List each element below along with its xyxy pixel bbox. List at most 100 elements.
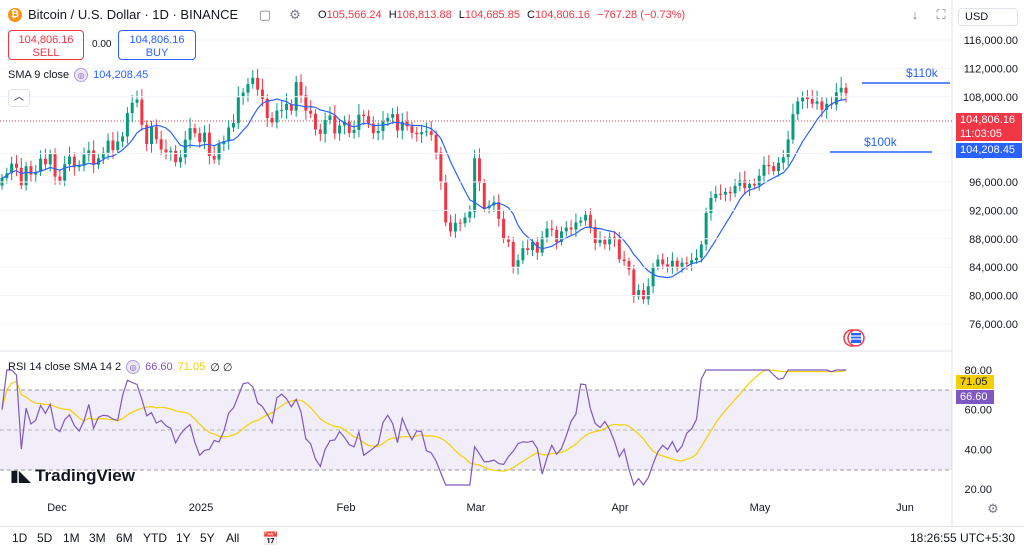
buy-button[interactable]: 104,806.16 BUY — [118, 30, 196, 60]
candle-body — [410, 126, 414, 133]
candle-body — [150, 126, 154, 145]
candle-body — [212, 156, 216, 160]
tradingview-logo[interactable]: ▮◣ TradingView — [10, 466, 135, 486]
candle-body — [685, 262, 689, 264]
open-value: 105,566.24 — [326, 9, 382, 21]
candle-body — [694, 257, 698, 261]
candle-body — [304, 95, 308, 111]
currency-selector[interactable]: USD — [958, 8, 1018, 26]
arrow-down-icon[interactable]: ↓ — [911, 7, 919, 22]
candle-body — [473, 158, 477, 212]
candle-body — [545, 228, 549, 238]
range-button-5d[interactable]: 5D — [37, 531, 53, 545]
sma-legend[interactable]: SMA 9 close ◎ 104,208.45 — [8, 68, 148, 82]
time-tick-label: May — [750, 502, 771, 514]
square-icon[interactable]: ▢ — [258, 7, 272, 22]
low-label: L — [458, 9, 465, 21]
change-value: −767.28 (−0.73%) — [597, 9, 686, 21]
tradingview-logo-icon: ▮◣ — [10, 468, 32, 485]
candle-body — [121, 136, 125, 142]
candle-body — [564, 227, 568, 232]
rsi-legend[interactable]: RSI 14 close SMA 14 2 ◎ 66.60 71.05 ∅ ∅ — [8, 360, 232, 374]
time-tick-label: Jun — [896, 502, 914, 514]
candle-body — [193, 128, 197, 134]
candle-body — [617, 239, 621, 260]
candle-body — [728, 191, 732, 194]
candle-body — [19, 167, 23, 186]
candle-body — [815, 101, 819, 104]
candle-body — [299, 82, 303, 96]
candle-body — [661, 259, 665, 265]
candle-body — [376, 130, 380, 134]
range-button-3m[interactable]: 3M — [89, 531, 106, 545]
sma-line — [1, 98, 847, 279]
candle-body — [222, 141, 226, 145]
annotation-110k-label[interactable]: $110k — [906, 66, 938, 80]
chart-settings-icon[interactable]: ⚙ — [987, 501, 999, 516]
sma-price-tag: 104,208.45 — [956, 143, 1022, 158]
rsi-tag: 66.60 — [956, 390, 994, 404]
time-axis[interactable]: Dec 2025 Feb Mar Apr May Jun — [47, 502, 914, 514]
candle-body — [391, 114, 395, 118]
candle-body — [241, 92, 245, 98]
candle-body — [579, 220, 583, 223]
candle-body — [781, 157, 785, 163]
candle-body — [482, 182, 486, 209]
indicator-settings-icon[interactable]: ◎ — [74, 68, 89, 82]
candle-body — [58, 176, 62, 181]
range-button-6m[interactable]: 6M — [116, 531, 133, 545]
candle-body — [569, 227, 573, 230]
price-tick-label: 112,000.00 — [964, 63, 1018, 75]
fullscreen-icon[interactable]: ⛶ — [936, 7, 946, 22]
candle-body — [159, 139, 163, 150]
range-button-5y[interactable]: 5Y — [200, 531, 215, 545]
candle-body — [386, 117, 390, 122]
rsi-axis[interactable]: 80.00 60.00 40.00 20.00 — [964, 365, 992, 496]
range-button-1y[interactable]: 1Y — [176, 531, 191, 545]
candle-body — [670, 260, 674, 267]
calendar-icon[interactable]: 📅 — [262, 531, 280, 546]
collapse-legend-button[interactable]: ︿ — [8, 89, 30, 107]
time-tick-label: Feb — [337, 502, 356, 514]
candle-body — [627, 261, 631, 270]
candle-body — [203, 132, 207, 143]
rsi-legend-label: RSI 14 close SMA 14 2 — [8, 361, 122, 373]
candle-body — [275, 110, 279, 123]
range-button-1m[interactable]: 1M — [63, 531, 80, 545]
candle-body — [453, 222, 457, 232]
last-price-tag: 104,806.16 11:03:05 — [956, 113, 1022, 141]
economic-events-icon[interactable] — [842, 328, 866, 348]
candle-body — [10, 163, 14, 174]
candle-body — [675, 260, 679, 268]
sell-button[interactable]: 104,806.16 SELL — [8, 30, 84, 60]
candle-body — [270, 118, 274, 123]
candle-body — [265, 98, 269, 119]
candle-body — [506, 239, 510, 242]
candle-body — [743, 180, 747, 188]
tradingview-logo-text: TradingView — [35, 466, 135, 485]
candle-body — [690, 260, 694, 264]
annotation-100k-label[interactable]: $100k — [864, 135, 897, 149]
clock[interactable]: 18:26:55 UTC+5:30 — [910, 531, 1016, 545]
candle-body — [285, 103, 289, 110]
candle-body — [656, 259, 660, 267]
candle-body — [839, 87, 843, 93]
candle-body — [24, 166, 28, 186]
candle-body — [338, 125, 342, 134]
symbol-header[interactable]: ₿ Bitcoin / U.S. Dollar · 1D · BINANCE — [8, 7, 238, 22]
candle-body — [772, 166, 776, 172]
symbol-title[interactable]: Bitcoin / U.S. Dollar · 1D · BINANCE — [28, 7, 239, 22]
candle-body — [540, 237, 544, 253]
indicator-settings-icon[interactable]: ◎ — [126, 360, 141, 374]
price-axis[interactable]: 116,000.00112,000.00108,000.00100,000.00… — [0, 35, 1018, 331]
gear-icon[interactable]: ⚙ — [289, 7, 301, 22]
candle-body — [68, 156, 72, 165]
candle-body — [246, 84, 250, 93]
range-button-ytd[interactable]: YTD — [143, 531, 167, 545]
candle-body — [280, 109, 284, 111]
range-button-all[interactable]: All — [226, 531, 240, 545]
candle-body — [318, 129, 322, 134]
range-button-1d[interactable]: 1D — [12, 531, 28, 545]
rsi-line — [1, 369, 846, 487]
